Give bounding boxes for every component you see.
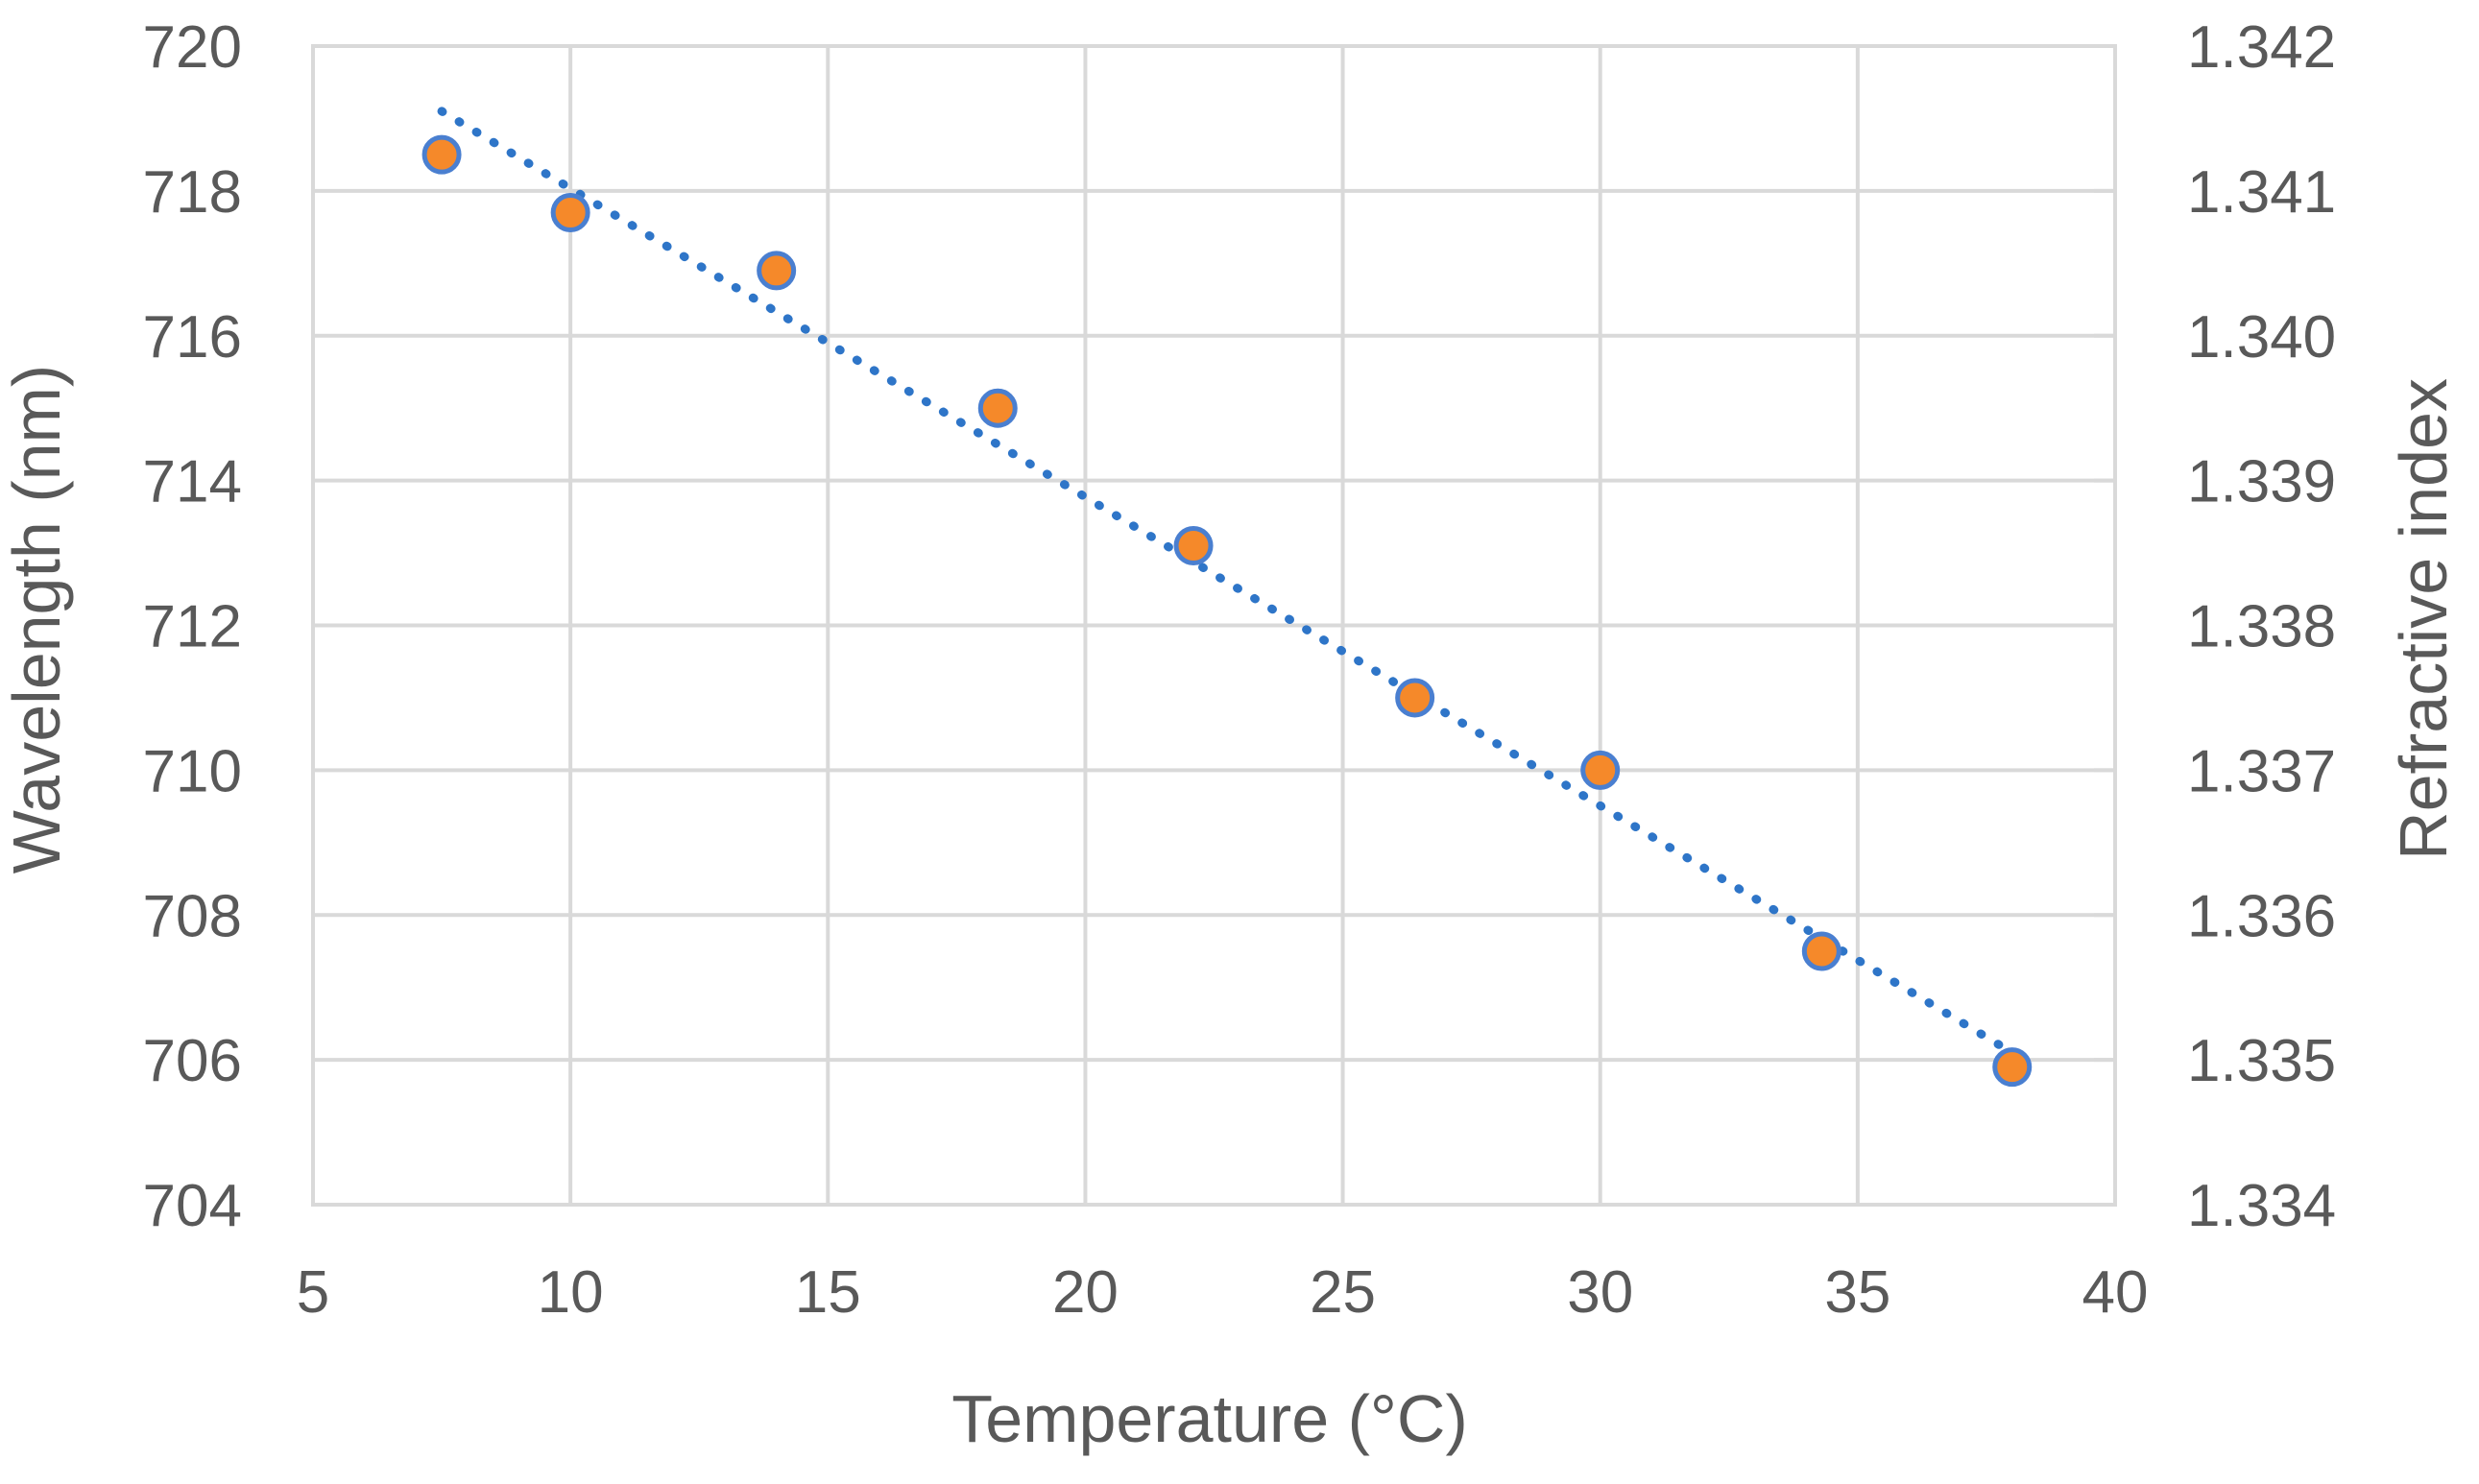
x-tick-label: 10 [538, 1259, 604, 1326]
data-point [757, 251, 797, 291]
x-tick-label: 15 [795, 1259, 861, 1326]
data-point [1992, 1047, 2033, 1088]
y-tick-label: 712 [143, 594, 242, 660]
x-tick-label: 20 [1052, 1259, 1119, 1326]
plot-area-frame [311, 44, 2117, 1207]
y2-tick-label: 1.340 [2187, 304, 2336, 371]
y-tick-label: 718 [143, 159, 242, 226]
x-tick-label: 30 [1567, 1259, 1633, 1326]
x-tick-label: 40 [2082, 1259, 2149, 1326]
data-point [421, 134, 462, 175]
y2-axis-title: Refractive index [2386, 378, 2461, 860]
y2-tick-label: 1.336 [2187, 883, 2336, 949]
y2-tick-label: 1.338 [2187, 594, 2336, 660]
y2-tick-label: 1.342 [2187, 14, 2336, 81]
y2-tick-label: 1.341 [2187, 159, 2336, 226]
y-tick-label: 708 [143, 883, 242, 949]
y2-tick-label: 1.337 [2187, 738, 2336, 804]
tick-labels: 5 10 15 20 25 30 35 40 704 706 708 710 712 714 716 718 7… [143, 14, 2337, 1326]
x-tick-label: 5 [297, 1259, 329, 1326]
y-tick-label: 720 [143, 14, 242, 81]
y2-tick-label: 1.335 [2187, 1028, 2336, 1094]
data-point [1173, 526, 1214, 566]
data-point [1801, 931, 1841, 971]
y-tick-label: 716 [143, 304, 242, 371]
trendline [437, 107, 2017, 1058]
y2-tick-label: 1.334 [2187, 1173, 2336, 1239]
data-point [977, 388, 1018, 428]
y-tick-label: 706 [143, 1028, 242, 1094]
y-tick-label: 714 [143, 449, 242, 515]
data-points [421, 134, 2033, 1088]
x-axis-title: Temperature (°C) [951, 1381, 1468, 1456]
x-tick-label: 25 [1310, 1259, 1376, 1326]
data-point [1395, 678, 1435, 718]
y-tick-label: 710 [143, 738, 242, 804]
y-tick-label: 704 [143, 1173, 242, 1239]
x-tick-label: 35 [1824, 1259, 1890, 1326]
data-point [1580, 750, 1621, 790]
y-axis-title: Wavelength (nm) [0, 365, 74, 874]
y2-tick-label: 1.339 [2187, 449, 2336, 515]
data-point [550, 193, 590, 233]
